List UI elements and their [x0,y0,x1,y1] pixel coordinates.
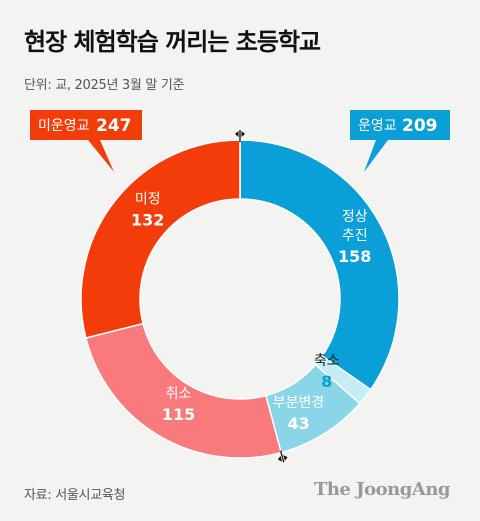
slice-label: 정상 [342,209,368,225]
donut-slices [80,139,400,459]
slice-1 [239,139,400,391]
slice-label: 부분변경 [273,395,325,411]
divider-arrow [241,131,245,137]
divider-arrow [277,455,283,462]
slice-label: 취소 [166,386,192,402]
callout-non-operating: 미운영교 247 [30,110,142,172]
slice-value: 8 [321,372,332,391]
slice-value: 43 [287,414,309,433]
divider-arrow [235,131,239,137]
divider-tick [280,450,285,463]
callout-operating: 운영교 209 [350,110,450,172]
chart-unit-note: 단위: 교, 2025년 3월 말 기준 [24,78,185,93]
chart-title: 현장 체험학습 꺼리는 초등학교 [24,28,321,56]
group-divider-markers [235,130,288,463]
callout-total: 247 [96,116,132,136]
slice-5 [80,139,241,339]
callout-total: 209 [402,116,438,136]
group-callouts: 미운영교 247 운영교 209 [30,110,450,172]
slice-value: 115 [162,405,195,424]
callout-name: 미운영교 [38,118,90,134]
divider-arrow [283,455,288,461]
slice-label: 추진 [342,228,368,244]
callout-name: 운영교 [358,118,397,134]
brand-logo: The JoongAng [313,479,451,500]
slice-label: 미정 [135,192,161,208]
slice-label: 축소 [314,353,340,369]
source-note: 자료: 서울시교육청 [24,488,126,503]
slice-value: 132 [131,211,164,230]
slice-value: 158 [338,247,371,266]
